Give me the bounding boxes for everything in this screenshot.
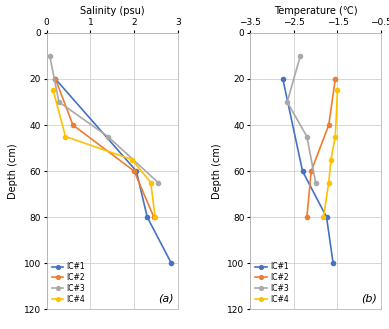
IC#1 bbox=[145, 215, 150, 219]
IC#2 bbox=[326, 123, 331, 127]
IC#1 bbox=[134, 169, 138, 173]
IC#3 bbox=[47, 54, 52, 58]
X-axis label: Salinity (psu): Salinity (psu) bbox=[80, 6, 145, 16]
Line: IC#3: IC#3 bbox=[285, 54, 318, 185]
X-axis label: Temperature (℃): Temperature (℃) bbox=[274, 6, 357, 16]
IC#3 bbox=[105, 135, 110, 139]
IC#2 bbox=[305, 215, 309, 219]
IC#2 bbox=[309, 169, 314, 173]
IC#4 bbox=[149, 181, 153, 185]
IC#4 bbox=[63, 135, 68, 139]
IC#2 bbox=[132, 169, 137, 173]
IC#4 bbox=[153, 215, 158, 219]
IC#1 bbox=[324, 215, 329, 219]
Y-axis label: Depth (cm): Depth (cm) bbox=[8, 143, 18, 199]
Legend: IC#1, IC#2, IC#3, IC#4: IC#1, IC#2, IC#3, IC#4 bbox=[254, 261, 290, 305]
Y-axis label: Depth (cm): Depth (cm) bbox=[212, 143, 222, 199]
IC#1 bbox=[53, 77, 58, 81]
Line: IC#2: IC#2 bbox=[53, 77, 156, 219]
IC#3 bbox=[313, 181, 318, 185]
IC#2 bbox=[70, 123, 75, 127]
IC#3 bbox=[56, 100, 61, 104]
IC#4 bbox=[333, 135, 338, 139]
Text: (a): (a) bbox=[158, 294, 174, 304]
Text: (b): (b) bbox=[361, 294, 377, 304]
IC#4 bbox=[335, 89, 340, 92]
IC#1 bbox=[331, 261, 335, 265]
Legend: IC#1, IC#2, IC#3, IC#4: IC#1, IC#2, IC#3, IC#4 bbox=[51, 261, 87, 305]
Line: IC#4: IC#4 bbox=[51, 89, 157, 219]
Line: IC#1: IC#1 bbox=[281, 77, 335, 265]
IC#3 bbox=[285, 100, 289, 104]
Line: IC#2: IC#2 bbox=[305, 77, 337, 219]
IC#1 bbox=[300, 169, 305, 173]
IC#2 bbox=[333, 77, 338, 81]
IC#3 bbox=[156, 181, 161, 185]
IC#2 bbox=[151, 215, 156, 219]
IC#4 bbox=[51, 89, 56, 92]
Line: IC#1: IC#1 bbox=[53, 77, 173, 265]
IC#2 bbox=[53, 77, 58, 81]
IC#4 bbox=[326, 181, 331, 185]
IC#4 bbox=[329, 158, 333, 162]
IC#4 bbox=[321, 215, 326, 219]
IC#3 bbox=[298, 54, 303, 58]
Line: IC#4: IC#4 bbox=[321, 89, 340, 219]
IC#1 bbox=[169, 261, 173, 265]
IC#3 bbox=[305, 135, 309, 139]
IC#4 bbox=[130, 158, 134, 162]
IC#1 bbox=[280, 77, 285, 81]
Line: IC#3: IC#3 bbox=[48, 54, 160, 185]
